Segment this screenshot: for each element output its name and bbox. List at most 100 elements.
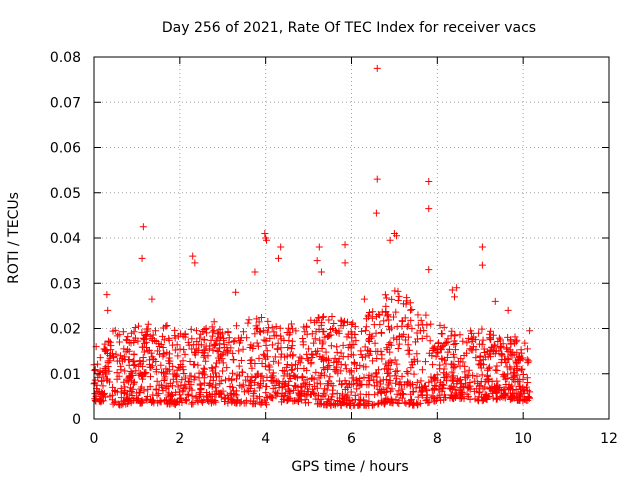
data-point bbox=[237, 357, 245, 365]
data-point bbox=[317, 268, 325, 276]
data-point bbox=[341, 361, 349, 369]
data-point bbox=[431, 343, 439, 351]
data-point bbox=[146, 332, 154, 340]
data-point bbox=[169, 375, 177, 383]
data-point bbox=[232, 322, 240, 330]
data-point bbox=[198, 370, 206, 378]
data-point bbox=[239, 345, 247, 353]
data-point bbox=[516, 356, 524, 364]
data-point bbox=[198, 398, 206, 406]
data-point bbox=[262, 341, 270, 349]
data-point bbox=[343, 333, 351, 341]
data-point bbox=[426, 337, 434, 345]
data-point bbox=[308, 374, 316, 382]
data-point bbox=[405, 350, 413, 358]
data-point bbox=[256, 384, 264, 392]
data-point bbox=[99, 382, 107, 390]
data-point bbox=[484, 377, 492, 385]
data-point bbox=[211, 369, 219, 377]
data-point bbox=[200, 364, 208, 372]
data-point bbox=[200, 379, 208, 387]
data-point bbox=[419, 384, 427, 392]
data-point bbox=[473, 372, 481, 380]
data-point bbox=[362, 327, 370, 335]
data-point bbox=[466, 379, 474, 387]
data-point bbox=[251, 330, 259, 338]
data-point bbox=[492, 395, 500, 403]
data-point bbox=[180, 346, 188, 354]
data-point bbox=[353, 377, 361, 385]
data-point bbox=[184, 390, 192, 398]
data-point bbox=[353, 385, 361, 393]
data-point bbox=[218, 351, 226, 359]
data-point bbox=[190, 376, 198, 384]
data-point bbox=[239, 328, 247, 336]
data-point bbox=[152, 385, 160, 393]
data-point bbox=[311, 390, 319, 398]
data-point bbox=[116, 357, 124, 365]
data-point bbox=[260, 336, 268, 344]
data-point bbox=[385, 326, 393, 334]
data-point bbox=[501, 375, 509, 383]
data-point bbox=[176, 391, 184, 399]
data-point bbox=[91, 376, 99, 384]
data-point bbox=[341, 259, 349, 267]
y-tick-label: 0.08 bbox=[50, 50, 81, 66]
data-point bbox=[380, 398, 388, 406]
data-point bbox=[392, 368, 400, 376]
data-point bbox=[274, 378, 282, 386]
data-point bbox=[184, 338, 192, 346]
data-point bbox=[506, 363, 514, 371]
data-point bbox=[134, 322, 142, 330]
data-point bbox=[373, 369, 381, 377]
data-point bbox=[483, 376, 491, 384]
data-point bbox=[403, 297, 411, 305]
data-point bbox=[222, 349, 230, 357]
data-point bbox=[365, 391, 373, 399]
data-point bbox=[155, 390, 163, 398]
data-point bbox=[299, 341, 307, 349]
data-point bbox=[208, 323, 216, 331]
data-point bbox=[133, 396, 141, 404]
data-point bbox=[318, 319, 326, 327]
data-point bbox=[237, 334, 245, 342]
data-point bbox=[257, 314, 265, 322]
data-point bbox=[258, 372, 266, 380]
data-point bbox=[100, 345, 108, 353]
data-point bbox=[135, 362, 143, 370]
data-point bbox=[160, 350, 168, 358]
data-point bbox=[364, 336, 372, 344]
data-point bbox=[410, 370, 418, 378]
data-point bbox=[409, 388, 417, 396]
data-point bbox=[394, 287, 402, 295]
data-point bbox=[204, 352, 212, 360]
data-point bbox=[451, 332, 459, 340]
data-point bbox=[469, 371, 477, 379]
data-point bbox=[103, 291, 111, 299]
data-point bbox=[393, 390, 401, 398]
data-point bbox=[209, 332, 217, 340]
data-point bbox=[394, 344, 402, 352]
data-point bbox=[259, 377, 267, 385]
data-point bbox=[138, 254, 146, 262]
data-point bbox=[264, 328, 272, 336]
data-point bbox=[413, 329, 421, 337]
data-point bbox=[160, 336, 168, 344]
data-point bbox=[338, 381, 346, 389]
data-point bbox=[166, 357, 174, 365]
data-point bbox=[478, 261, 486, 269]
data-point bbox=[418, 366, 426, 374]
data-point bbox=[257, 372, 265, 380]
data-point bbox=[363, 315, 371, 323]
data-point bbox=[395, 333, 403, 341]
data-point bbox=[384, 395, 392, 403]
data-point bbox=[381, 399, 389, 407]
data-point bbox=[280, 392, 288, 400]
data-point bbox=[357, 347, 365, 355]
data-point bbox=[212, 340, 220, 348]
data-point bbox=[296, 353, 304, 361]
data-point bbox=[327, 342, 335, 350]
data-point bbox=[140, 348, 148, 356]
data-point bbox=[263, 373, 271, 381]
data-point bbox=[130, 328, 138, 336]
